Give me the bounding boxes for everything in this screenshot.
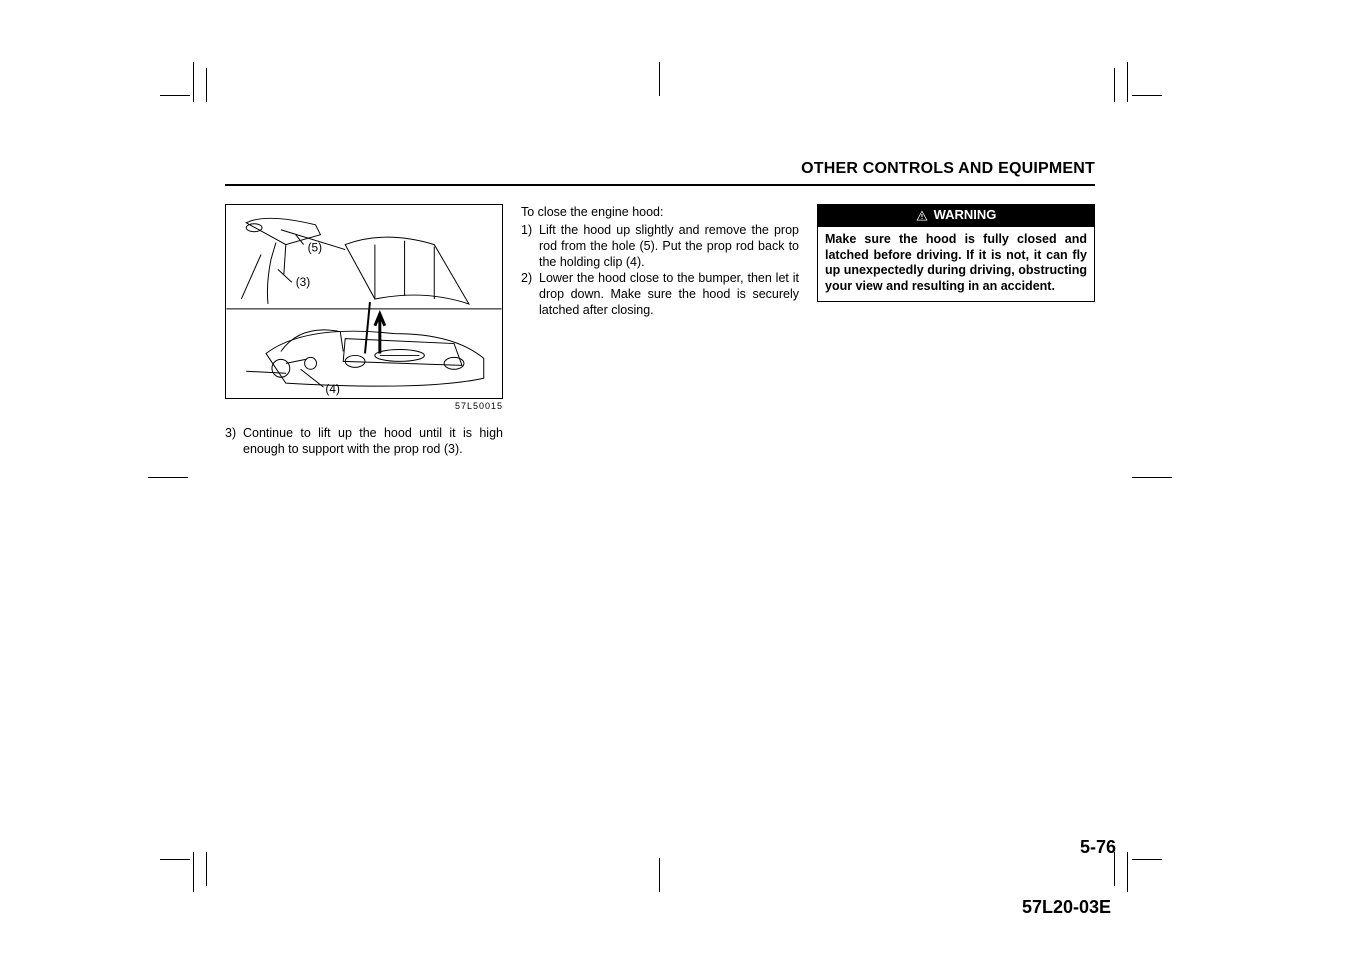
document-code: 57L20-03E: [1022, 897, 1111, 918]
section-header: OTHER CONTROLS AND EQUIPMENT: [801, 160, 1095, 178]
crop-mark: [1132, 477, 1172, 478]
engine-hood-figure: (5) (3): [225, 204, 503, 399]
crop-mark: [206, 852, 207, 886]
warning-label: WARNING: [934, 207, 997, 224]
close-step-2: 2) Lower the hood close to the bumper, t…: [521, 270, 799, 318]
crop-mark: [1132, 859, 1162, 860]
header-rule: [225, 184, 1095, 186]
column-3: WARNING Make sure the hood is fully clos…: [817, 204, 1095, 457]
close-step-2-text: Lower the hood close to the bumper, then…: [539, 270, 799, 318]
column-layout: (5) (3): [225, 204, 1095, 457]
step-3: 3) Continue to lift up the hood until it…: [225, 425, 503, 457]
crop-mark: [193, 62, 194, 102]
page-content: OTHER CONTROLS AND EQUIPMENT: [225, 160, 1095, 900]
callout-3-label: (3): [296, 275, 311, 289]
crop-mark: [1132, 95, 1162, 96]
warning-box: WARNING Make sure the hood is fully clos…: [817, 204, 1095, 302]
page-number: 5-76: [1080, 837, 1116, 858]
crop-mark: [206, 68, 207, 102]
step-3-number: 3): [225, 425, 243, 457]
crop-mark: [160, 95, 190, 96]
crop-mark: [148, 477, 188, 478]
column-2: To close the engine hood: 1) Lift the ho…: [521, 204, 799, 457]
crop-mark: [1127, 62, 1128, 102]
column-1: (5) (3): [225, 204, 503, 457]
close-step-1: 1) Lift the hood up slightly and remove …: [521, 222, 799, 270]
crop-mark: [659, 62, 660, 96]
col1-steps: 3) Continue to lift up the hood until it…: [225, 425, 503, 457]
close-step-1-number: 1): [521, 222, 539, 270]
close-step-2-number: 2): [521, 270, 539, 318]
crop-mark: [193, 852, 194, 892]
callout-5-label: (5): [308, 241, 323, 255]
step-3-text: Continue to lift up the hood until it is…: [243, 425, 503, 457]
warning-body: Make sure the hood is fully closed and l…: [818, 227, 1094, 302]
close-step-1-text: Lift the hood up slightly and remove the…: [539, 222, 799, 270]
callout-4-label: (4): [325, 382, 340, 396]
warning-icon: [916, 210, 928, 221]
crop-mark: [160, 859, 190, 860]
crop-mark: [1127, 852, 1128, 892]
figure-caption: 57L50015: [225, 401, 503, 413]
crop-mark: [1114, 68, 1115, 102]
close-hood-intro: To close the engine hood:: [521, 204, 799, 220]
warning-header: WARNING: [818, 205, 1094, 227]
